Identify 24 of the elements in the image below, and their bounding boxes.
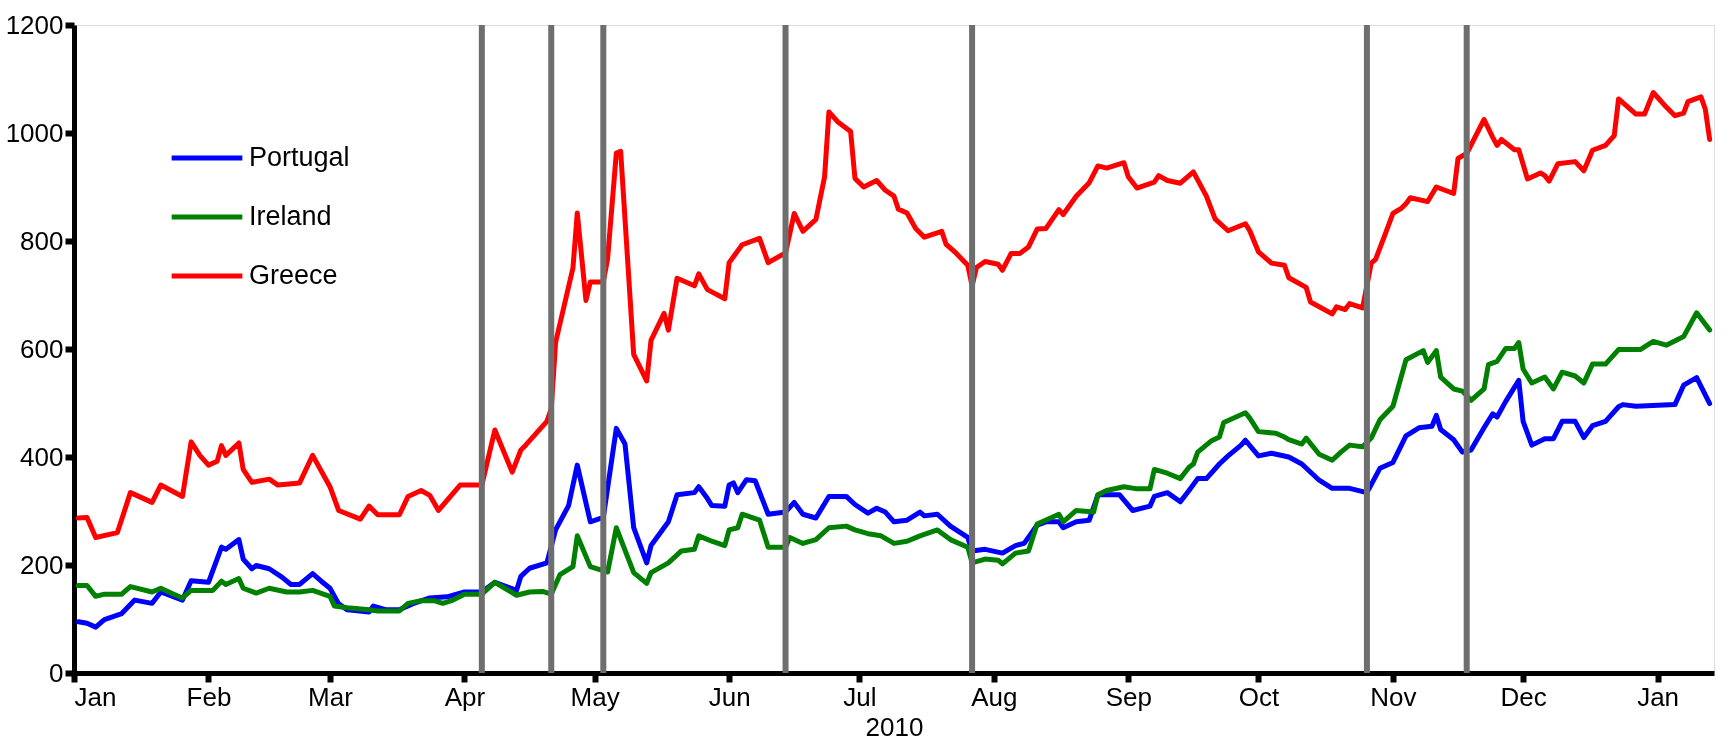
x-tick-label: Sep: [1105, 681, 1152, 712]
x-tick-label: Oct: [1238, 681, 1280, 712]
y-tick-label: 1200: [5, 9, 64, 40]
y-tick-label: 0: [49, 657, 64, 688]
y-tick-label: 1000: [5, 117, 64, 148]
x-tick-label: Aug: [971, 681, 1018, 712]
x-tick-label: Nov: [1370, 681, 1417, 712]
legend-label: Ireland: [249, 201, 332, 231]
y-tick-label: 800: [20, 225, 64, 256]
x-tick-label: Apr: [444, 681, 486, 712]
x-tick-label: Mar: [308, 681, 354, 712]
y-tick-label: 400: [20, 441, 64, 472]
y-tick-label: 200: [20, 549, 64, 580]
x-tick-label: Jan: [1637, 681, 1680, 712]
x-axis-title: 2010: [865, 711, 924, 742]
x-tick-label: Jan: [74, 681, 117, 712]
x-tick-label: Dec: [1500, 681, 1547, 712]
x-tick-label: Feb: [186, 681, 232, 712]
legend-label: Portugal: [249, 142, 350, 172]
x-tick-label: Jul: [843, 681, 877, 712]
y-tick-label: 600: [20, 333, 64, 364]
legend-label: Greece: [249, 260, 338, 290]
x-tick-label: Jun: [708, 681, 751, 712]
x-tick-label: May: [570, 681, 620, 712]
